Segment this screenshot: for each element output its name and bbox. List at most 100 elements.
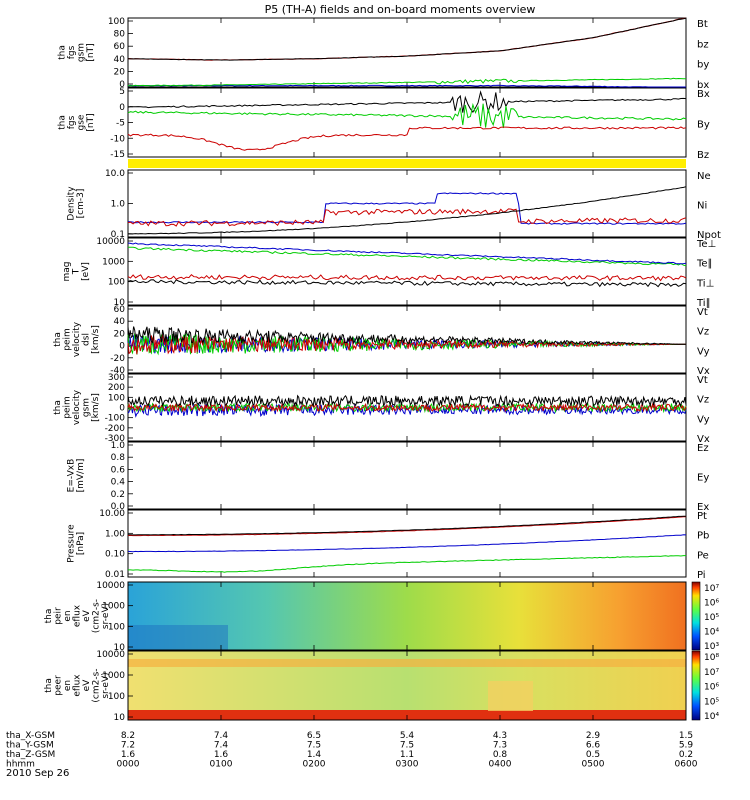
y-tick-label: -5 bbox=[116, 119, 125, 129]
legend-entry: Pi bbox=[697, 570, 706, 581]
x-tick-label: 7.5 bbox=[400, 741, 414, 751]
series-vz bbox=[127, 402, 687, 413]
legend-entry: Npot bbox=[697, 230, 721, 241]
y-tick-label: 200 bbox=[108, 383, 125, 393]
y-tick-label: 0 bbox=[119, 80, 125, 90]
legend-entry: Ez bbox=[697, 443, 709, 454]
colorbar-tick-label: 10⁵ bbox=[704, 697, 719, 707]
y-tick-label: 100 bbox=[108, 692, 125, 702]
y-tick-label: 80 bbox=[114, 30, 126, 40]
y-tick-label: 20 bbox=[114, 329, 126, 339]
legend-entry: Ey bbox=[697, 473, 709, 484]
legend-entry: Vx bbox=[697, 366, 710, 377]
series-pi bbox=[128, 555, 686, 573]
y-tick-label: 10000 bbox=[96, 650, 125, 660]
x-tick-label: 0.8 bbox=[493, 750, 508, 760]
y-axis-label: tha bbox=[58, 115, 68, 130]
legend-entry: Ni bbox=[697, 201, 707, 212]
y-tick-label: 40 bbox=[114, 317, 126, 327]
x-tick-label: 0200 bbox=[303, 760, 326, 770]
y-axis-label: dsl bbox=[82, 333, 92, 346]
legend-entry: Te∥ bbox=[696, 259, 713, 270]
colorbar-tick-label: 10⁴ bbox=[704, 712, 719, 722]
x-tick-label: 1.6 bbox=[214, 750, 229, 760]
legend-entry: Pb bbox=[697, 531, 709, 542]
panel-frame bbox=[127, 169, 687, 238]
panel-peim_velocity: 60 40 20 0 -20 -40 tha peim velocity dsl [km/s] Vt V… bbox=[53, 305, 710, 377]
x-tick-label: 0400 bbox=[489, 760, 512, 770]
status-bar bbox=[128, 159, 686, 168]
x-tick-label: 7.3 bbox=[493, 741, 507, 751]
y-tick-label: 1000 bbox=[102, 257, 125, 267]
y-axis-label: tha bbox=[44, 609, 54, 624]
spectrogram-feature bbox=[488, 681, 533, 711]
y-tick-label: 1.0 bbox=[111, 441, 126, 451]
y-tick-label: 100 bbox=[108, 278, 125, 288]
y-tick-label: 0.10 bbox=[105, 550, 125, 560]
legend-entry: Vy bbox=[697, 346, 710, 357]
y-tick-label: 1.0 bbox=[111, 200, 126, 210]
y-axis-label: mag bbox=[62, 262, 72, 282]
series-bz bbox=[128, 17, 687, 61]
x-tick-label: 6.5 bbox=[307, 731, 321, 741]
legend-entry: Te⊥ bbox=[696, 239, 716, 250]
panel-pressure: 10.00 1.00 0.10 0.01 Pressure [nPa] Pt Pb Pe Pi bbox=[67, 509, 710, 581]
y-tick-label: 10000 bbox=[96, 581, 125, 591]
panel-frame bbox=[127, 87, 687, 158]
colorbar: 10⁸ 10⁷ 10⁶ 10⁵ 10⁴ bbox=[691, 650, 719, 722]
y-axis-label: eV bbox=[82, 679, 92, 692]
legend-entry: Ex bbox=[697, 502, 709, 513]
panel-density: 10.0 1.0 0.1 Density [cm-3] Ne Ni Npot bbox=[67, 169, 721, 241]
series-bz bbox=[127, 126, 687, 151]
y-tick-label: 20 bbox=[114, 67, 126, 77]
x-row-label: tha_X-GSM bbox=[6, 731, 55, 741]
y-tick-label: 0 bbox=[119, 103, 125, 113]
legend-entry: Ti∥ bbox=[696, 298, 711, 309]
y-axis-label: fgs bbox=[67, 45, 77, 59]
colorbar-tick-label: 10⁵ bbox=[704, 613, 719, 623]
colorbar-tick-label: 10⁶ bbox=[704, 599, 719, 609]
x-tick-label: 8.2 bbox=[121, 731, 135, 741]
y-tick-label: 0.2 bbox=[111, 490, 125, 500]
y-axis-label: en bbox=[63, 610, 73, 621]
y-tick-label: 100 bbox=[108, 622, 125, 632]
legend-entry: Bz bbox=[697, 150, 709, 161]
y-tick-label: 10 bbox=[114, 298, 126, 308]
y-axis-label: [mV/m] bbox=[76, 459, 86, 493]
y-tick-label: -20 bbox=[110, 354, 125, 364]
y-axis-label: T bbox=[72, 268, 82, 275]
y-axis-label: peim bbox=[63, 396, 73, 419]
panel-frame bbox=[127, 441, 687, 510]
y-tick-label: -10 bbox=[110, 134, 125, 144]
x-tick-label: 7.2 bbox=[121, 741, 135, 751]
y-tick-label: 60 bbox=[114, 305, 126, 315]
x-tick-label: 7.4 bbox=[214, 741, 229, 751]
y-tick-label: 0.1 bbox=[111, 230, 125, 240]
y-tick-label: 10.0 bbox=[105, 169, 125, 179]
y-axis-label: sr-eV) bbox=[101, 672, 111, 698]
x-tick-label: 0.2 bbox=[679, 750, 693, 760]
x-tick-label: 7.5 bbox=[307, 741, 321, 751]
y-axis-label: velocity bbox=[72, 321, 82, 357]
x-tick-label: 0500 bbox=[582, 760, 605, 770]
series-pt bbox=[127, 515, 686, 536]
y-axis-label: Density bbox=[67, 186, 77, 221]
legend-entry: By bbox=[697, 120, 710, 131]
x-tick-label: 0300 bbox=[396, 760, 419, 770]
legend-entry: bz bbox=[697, 39, 709, 50]
y-axis-label: E=-VxB bbox=[67, 459, 77, 493]
series-ni bbox=[127, 186, 687, 235]
panel-frame bbox=[127, 237, 687, 306]
panel-ion_spec: 10⁷ 10⁶ 10⁵ 10⁴ 10³ 10000 1000 100 10 tha peir en ef… bbox=[44, 581, 719, 653]
plot-date: 2010 Sep 26 bbox=[6, 768, 69, 779]
y-tick-label: -100 bbox=[105, 414, 126, 424]
y-axis-label: (cm2-s- bbox=[92, 599, 102, 633]
y-tick-label: -15 bbox=[110, 150, 125, 160]
plot-title: P5 (TH-A) fields and on-board moments ov… bbox=[265, 3, 536, 16]
series-ne bbox=[127, 208, 687, 227]
panel-frame bbox=[127, 509, 687, 578]
y-axis-label: tha bbox=[53, 400, 63, 415]
